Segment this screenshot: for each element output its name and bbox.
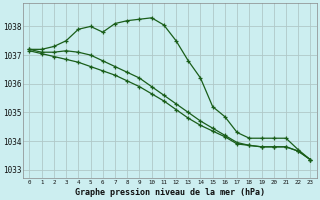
X-axis label: Graphe pression niveau de la mer (hPa): Graphe pression niveau de la mer (hPa): [75, 188, 265, 197]
